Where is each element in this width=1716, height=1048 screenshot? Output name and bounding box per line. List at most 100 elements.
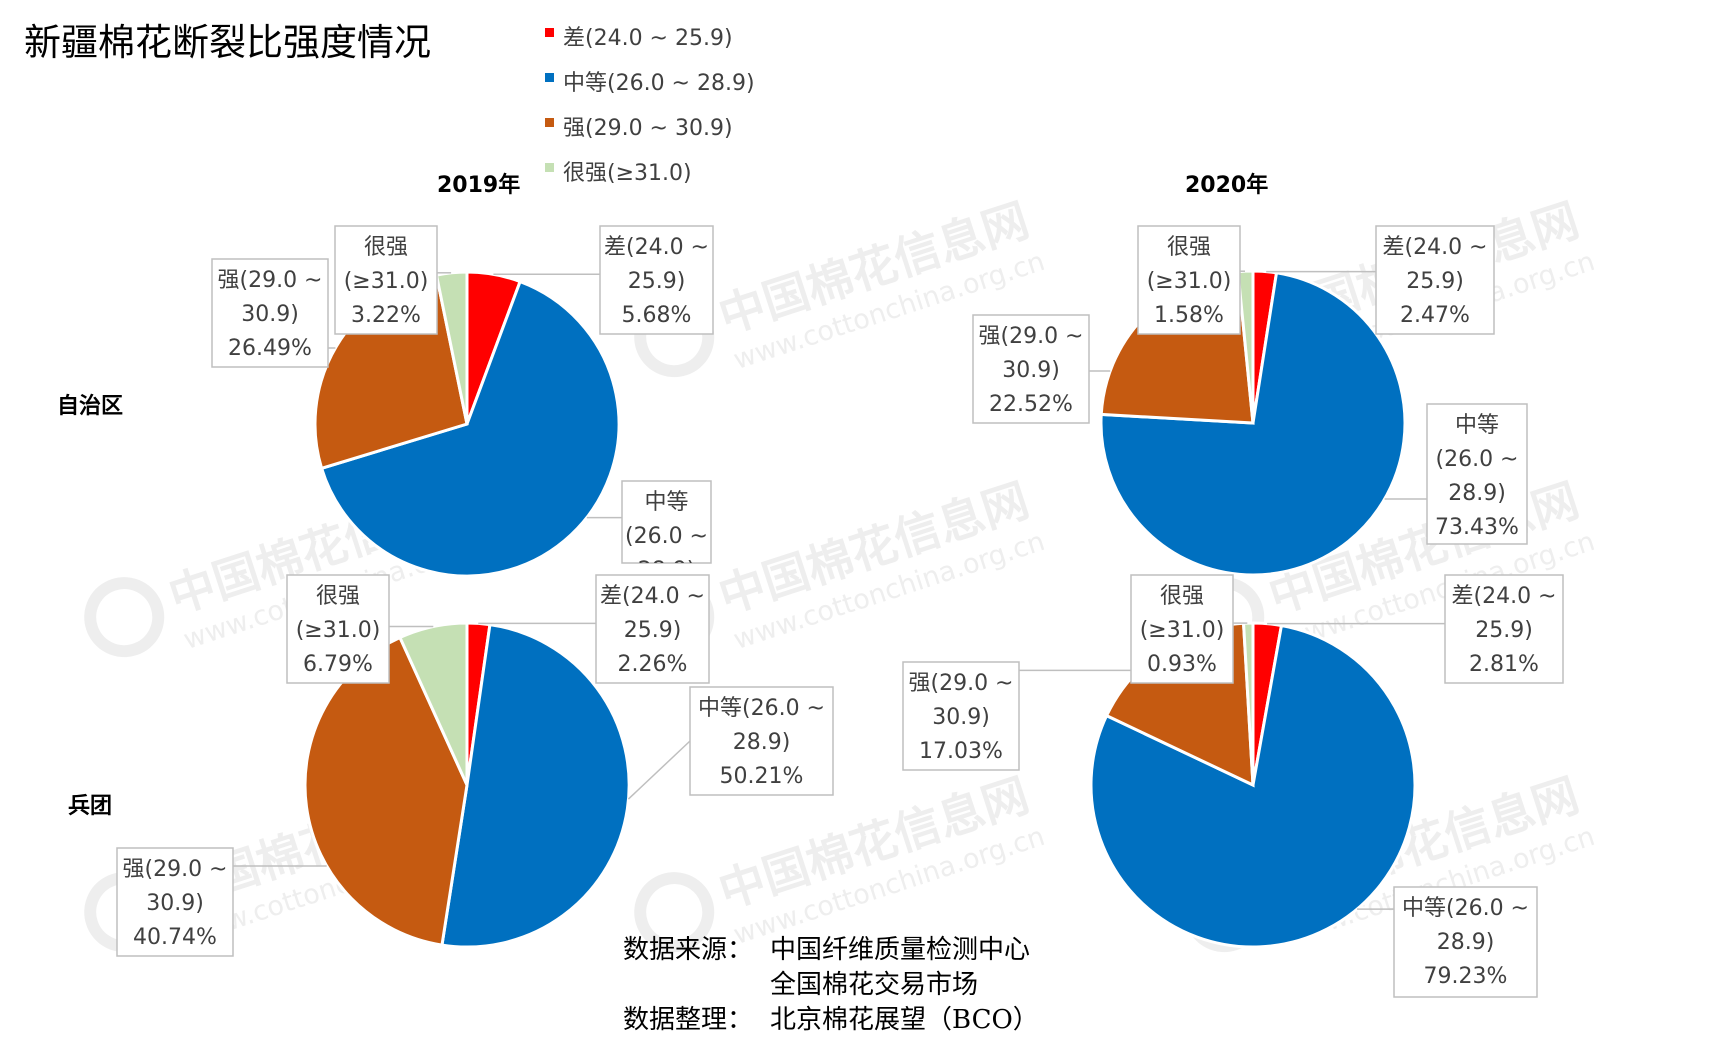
label-box <box>286 574 390 684</box>
data-label-name: 强(29.0 ~ <box>909 671 1014 696</box>
data-label-name: 30.9) <box>241 302 299 327</box>
data-label-name: 25.9) <box>628 269 686 294</box>
data-label-value: 40.74% <box>133 925 217 950</box>
label-box <box>334 225 438 335</box>
data-label-name: (26.0 ~ <box>625 524 708 549</box>
label-box <box>1444 574 1564 684</box>
data-label-very-strong: 很强 (≥31.0) 6.79% <box>286 574 434 684</box>
data-label-name: 28.9) <box>638 558 696 583</box>
data-label-value: 73.43% <box>1435 515 1519 540</box>
row-label-corps: 兵团 <box>68 794 112 819</box>
pie-2020-corps: 差(24.0 ~ 25.9) 2.81% 中等(26.0 ~ 28.9) 79.23% 强(… <box>902 574 1564 998</box>
label-box <box>1137 225 1241 335</box>
data-label-very-strong: 很强 (≥31.0) 1.58% <box>1137 225 1245 335</box>
watermark-logo-icon <box>84 577 165 658</box>
data-label-name: 差(24.0 ~ <box>1383 235 1488 260</box>
data-label-name: 强(29.0 ~ <box>123 857 228 882</box>
row-label-region: 自治区 <box>57 393 123 419</box>
data-label-strong: 强(29.0 ~ 30.9) 26.49% <box>211 258 336 368</box>
data-label-very-strong: 很强 (≥31.0) 3.22% <box>334 225 452 335</box>
data-label-name: 差(24.0 ~ <box>604 235 709 260</box>
label-box <box>211 258 329 368</box>
data-label-name: 28.9) <box>733 730 791 755</box>
data-label-value: 2.47% <box>1400 303 1470 328</box>
compiled-line: 北京棉花展望（BCO） <box>770 1005 1039 1035</box>
page-title: 新疆棉花断裂比强度情况 <box>24 21 431 64</box>
pie-2019-region: 差(24.0 ~25.9)5.68%中等(26.0 ~28.9)64.61%强(… <box>211 225 714 583</box>
data-label-value: 5.68% <box>622 303 692 328</box>
watermark-logo-icon <box>634 872 715 953</box>
legend: 差(24.0 ~ 25.9) 中等(26.0 ~ 28.9) 强(29.0 ~ … <box>545 26 755 186</box>
data-label-value: 2.26% <box>618 652 688 677</box>
pie-slice-medium <box>440 622 631 949</box>
data-label-name: 差(24.0 ~ <box>1452 584 1557 609</box>
data-label-name: (≥31.0) <box>344 269 429 294</box>
label-box <box>599 225 714 335</box>
data-label-value: 50.21% <box>720 764 804 789</box>
data-label-name: 很强 <box>316 584 360 609</box>
data-label-name: (26.0 ~ <box>1436 447 1519 472</box>
data-label-name: 30.9) <box>932 705 990 730</box>
data-label-name: 25.9) <box>1475 618 1533 643</box>
data-source: 数据来源： 中国纤维质量检测中心 全国棉花交易市场 数据整理： 北京棉花展望（B… <box>623 935 1039 1035</box>
data-label-name: 28.9) <box>1448 481 1506 506</box>
data-label-value: 79.23% <box>1424 964 1508 989</box>
data-label-strong: 强(29.0 ~ 30.9) 17.03% <box>902 661 1139 771</box>
label-box <box>621 480 712 564</box>
data-label-strong: 强(29.0 ~ 30.9) 22.52% <box>972 314 1111 424</box>
label-box <box>1393 886 1538 998</box>
label-box <box>1426 403 1528 545</box>
compiled-label: 数据整理： <box>623 1005 753 1035</box>
leader-line <box>627 740 691 800</box>
data-label-value: 0.93% <box>1147 652 1217 677</box>
pie-slice-medium <box>319 279 621 578</box>
legend-swatch-poor <box>545 28 554 37</box>
legend-swatch-medium <box>545 73 554 82</box>
data-label-value: 26.49% <box>228 336 312 361</box>
data-label-poor: 差(24.0 ~ 25.9) 2.47% <box>1266 225 1495 335</box>
source-line-2: 全国棉花交易市场 <box>770 970 978 1000</box>
label-box <box>116 847 234 957</box>
data-label-name: 30.9) <box>1002 358 1060 383</box>
source-line-1: 中国纤维质量检测中心 <box>770 935 1030 965</box>
data-label-name: 中等 <box>644 490 688 515</box>
data-label-medium: 中等(26.0 ~ 28.9) 50.21% <box>627 686 834 800</box>
legend-label-poor: 差(24.0 ~ 25.9) <box>563 26 733 51</box>
source-label: 数据来源： <box>623 935 753 965</box>
data-label-value: 2.81% <box>1469 652 1539 677</box>
data-label-medium: 中等(26.0 ~28.9)64.61% <box>586 480 712 583</box>
legend-label-medium: 中等(26.0 ~ 28.9) <box>563 71 755 96</box>
data-label-name: 差(24.0 ~ <box>600 584 705 609</box>
data-label-medium: 中等(26.0 ~ 28.9) 79.23% <box>1357 886 1538 998</box>
label-box <box>595 574 710 684</box>
data-label-name: 中等(26.0 ~ <box>698 696 825 721</box>
data-label-poor: 差(24.0 ~ 25.9) 2.26% <box>478 574 710 684</box>
label-box <box>1375 225 1495 335</box>
data-label-name: 30.9) <box>146 891 204 916</box>
data-label-value: 3.22% <box>351 303 421 328</box>
data-label-name: (≥31.0) <box>1140 618 1225 643</box>
data-label-name: 强(29.0 ~ <box>218 268 323 293</box>
data-label-very-strong: 很强 (≥31.0) 0.93% <box>1130 574 1248 684</box>
data-label-name: 25.9) <box>1406 269 1464 294</box>
data-label-name: 强(29.0 ~ <box>979 324 1084 349</box>
data-label-name: 很强 <box>1167 235 1211 260</box>
legend-swatch-strong <box>545 118 554 127</box>
label-box <box>902 661 1020 771</box>
data-label-value: 1.58% <box>1154 303 1224 328</box>
label-box <box>689 686 834 796</box>
data-label-name: (≥31.0) <box>296 618 381 643</box>
data-label-name: 中等(26.0 ~ <box>1402 896 1529 921</box>
data-label-name: 很强 <box>364 235 408 260</box>
legend-label-strong: 强(29.0 ~ 30.9) <box>563 116 733 141</box>
data-label-value: 22.52% <box>989 392 1073 417</box>
pie-2019-corps: 差(24.0 ~ 25.9) 2.26% 中等(26.0 ~ 28.9) 50.21% 强(… <box>116 574 834 957</box>
data-label-name: 25.9) <box>624 618 682 643</box>
year-label-2019: 2019年 <box>437 172 520 198</box>
year-label-2020: 2020年 <box>1185 172 1268 198</box>
data-label-poor: 差(24.0 ~ 25.9) 5.68% <box>493 225 714 335</box>
data-label-poor: 差(24.0 ~ 25.9) 2.81% <box>1267 574 1564 684</box>
label-box <box>1130 574 1234 684</box>
data-label-name: 很强 <box>1160 584 1204 609</box>
